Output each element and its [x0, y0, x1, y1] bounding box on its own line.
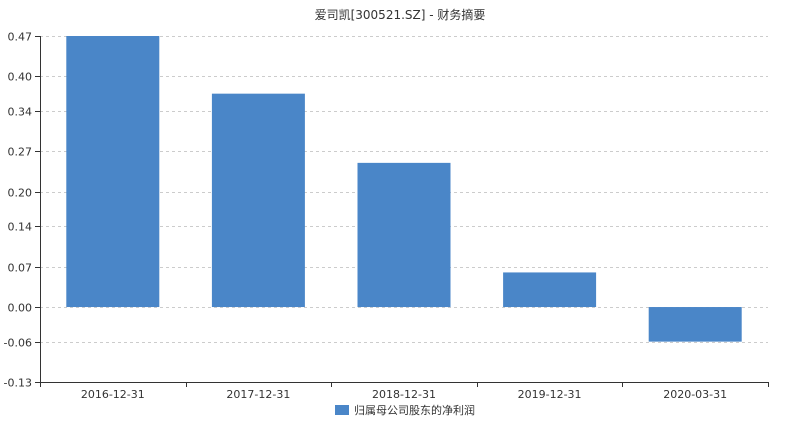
bars-layer [66, 36, 742, 342]
x-tick-label: 2018-12-31 [372, 388, 436, 401]
x-tick-label: 2016-12-31 [81, 388, 145, 401]
x-tick-label: 2020-03-31 [663, 388, 727, 401]
y-tick-label: 0.40 [8, 71, 33, 84]
bar-2016-12-31 [66, 36, 160, 308]
bar-2019-12-31 [503, 272, 597, 308]
bar-2017-12-31 [211, 93, 305, 308]
y-tick-label: -0.06 [4, 337, 32, 350]
legend-label: 归属母公司股东的净利润 [354, 403, 475, 417]
y-tick-label: 0.34 [8, 106, 33, 119]
y-tick-label: 0.14 [8, 221, 33, 234]
axis-layer: 0.47 0.40 0.34 0.27 0.20 0.14 0.07 0.00 -0.06 -0.… [4, 31, 769, 401]
bar-2020-03-31 [648, 307, 742, 342]
y-tick-label: 0.00 [8, 302, 33, 315]
chart-title: 爱司凯[300521.SZ] - 财务摘要 [314, 8, 486, 22]
y-tick-label: 0.20 [8, 187, 33, 200]
y-tick-label: -0.13 [4, 377, 32, 390]
x-tick-label: 2019-12-31 [518, 388, 582, 401]
grid-layer [40, 36, 768, 383]
y-tick-label: 0.07 [8, 262, 33, 275]
y-tick-label: 0.27 [8, 146, 33, 159]
y-tick-label: 0.47 [8, 31, 33, 44]
legend: 归属母公司股东的净利润 [335, 403, 475, 417]
legend-swatch [335, 405, 349, 415]
x-tick-label: 2017-12-31 [226, 388, 290, 401]
bar-2018-12-31 [357, 162, 451, 308]
